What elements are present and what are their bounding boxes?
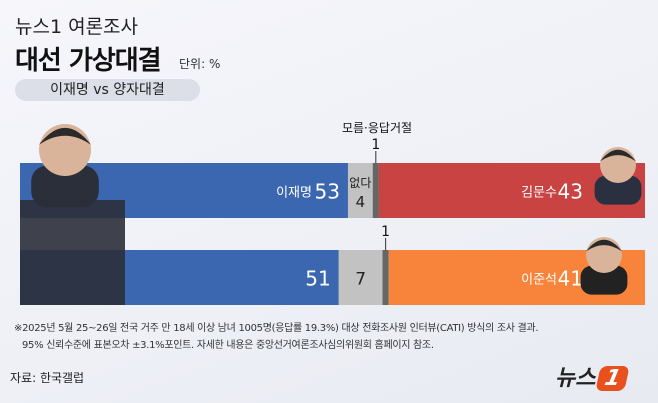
subtitle-pill: 이재명 vs 양자대결	[15, 79, 200, 101]
kicker: 뉴스1 여론조사	[15, 16, 139, 38]
dk-value: 1	[371, 137, 380, 153]
value-label-right: 43	[558, 180, 583, 204]
lee-jaemyung-body	[20, 200, 125, 305]
name-label-left: 이재명	[276, 186, 312, 201]
lee-jaemyung-photo-hair	[39, 127, 91, 145]
source-label: 자료: 한국갤럽	[10, 371, 85, 385]
value-label-left: 51	[305, 267, 330, 291]
footnote-2: 95% 신뢰수준에 표본오차 ±3.1%포인트. 자세한 내용은 중앙선거여론조…	[22, 340, 434, 351]
kim-moonsoo-photo-suit	[594, 175, 642, 205]
dk-legend-label: 모름·응답거절	[342, 121, 412, 135]
news1-logo: 뉴스 1	[555, 360, 631, 392]
bar-segment	[382, 250, 389, 305]
value-label-right: 41	[558, 267, 583, 291]
bar-segment	[338, 250, 383, 305]
lee-junseok-photo-suit	[580, 265, 628, 295]
bar-segment	[347, 163, 373, 218]
lee-jaemyung-photo-suit	[31, 165, 99, 208]
name-label-right: 이준석	[521, 273, 557, 288]
none-label: 없다	[349, 176, 371, 190]
name-label-right: 김문수	[521, 186, 557, 201]
none-value: 4	[356, 193, 366, 211]
unit-label: 단위: %	[179, 57, 221, 71]
chart-title: 대선 가상대결	[15, 46, 162, 76]
footnote-1: ※2025년 5월 25~26일 전국 거주 만 18세 이상 남녀 1005명…	[14, 323, 539, 334]
none-value: 7	[355, 270, 366, 290]
lee-junseok-photo-hair	[586, 239, 622, 252]
kim-moonsoo-photo-hair	[600, 149, 636, 162]
dk-value: 1	[381, 224, 390, 240]
value-label-left: 53	[315, 180, 340, 204]
bar-segment	[372, 163, 379, 218]
